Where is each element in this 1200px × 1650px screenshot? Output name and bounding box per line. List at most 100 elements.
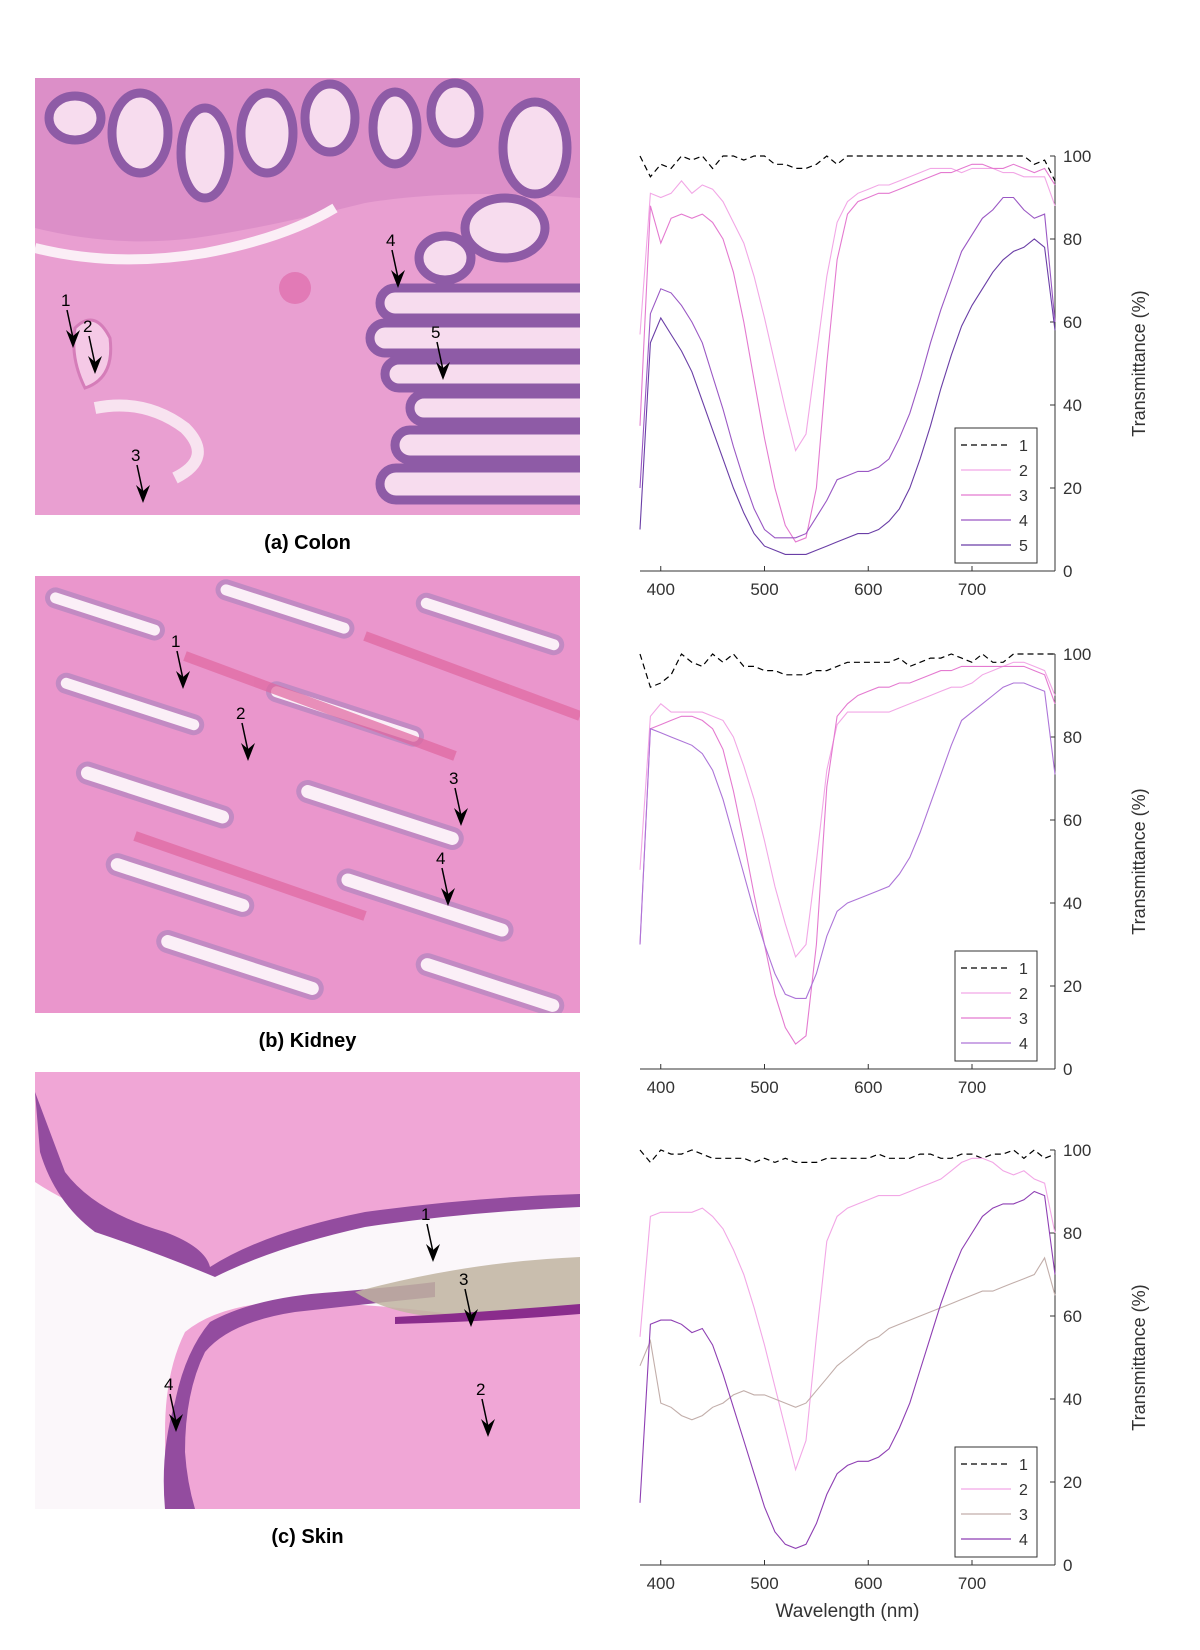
x-tick-label: 600 <box>854 1078 882 1097</box>
arrow-head <box>136 485 150 503</box>
legend-label-4: 4 <box>1019 513 1028 530</box>
arrow-marker-1: 1 <box>171 632 190 689</box>
arrow-head <box>426 1244 440 1262</box>
kidney-stroma <box>133 631 580 921</box>
arrow-marker-1: 1 <box>421 1205 440 1262</box>
arrow-label: 4 <box>164 1375 173 1394</box>
arrow-shaft <box>241 722 249 752</box>
series-line-1 <box>639 653 1055 688</box>
y-tick-label: 60 <box>1063 1307 1082 1326</box>
arrow-label: 4 <box>436 849 445 868</box>
arrow-shaft <box>441 867 449 897</box>
arrow-shaft <box>88 335 96 365</box>
legend-label-1: 1 <box>1019 438 1028 455</box>
arrow-marker-4: 4 <box>164 1375 183 1432</box>
arrow-label: 1 <box>421 1205 430 1224</box>
arrow-shaft <box>481 1398 489 1428</box>
series-line-4 <box>639 196 1056 539</box>
colon-micrograph-svg: 12 3 4 5 <box>35 78 580 515</box>
arrow-head <box>454 808 468 826</box>
arrow-label: 2 <box>476 1380 485 1399</box>
arrow-shaft <box>391 249 399 279</box>
legend-label-5: 5 <box>1019 538 1028 555</box>
x-axis-title: Wavelength (nm) <box>776 1601 920 1622</box>
y-tick-label: 0 <box>1063 1060 1072 1079</box>
legend-label-3: 3 <box>1019 488 1028 505</box>
arrow-marker-2: 2 <box>476 1380 495 1437</box>
arrow-label: 2 <box>83 317 92 336</box>
legend-label-3: 3 <box>1019 1011 1028 1028</box>
arrow-marker-3: 3 <box>449 769 468 826</box>
y-axis-title: Transmittance (%) <box>1129 788 1149 934</box>
panel-skin: 1 2 3 4 (c) Skin 400 500 600 700 0 20 40 60 80 100 Tr… <box>0 1072 1200 1622</box>
caption-skin: (c) Skin <box>271 1526 344 1548</box>
arrow-marker-3: 3 <box>459 1270 478 1327</box>
y-tick-label: 80 <box>1063 728 1082 747</box>
y-axis-title: Transmittance (%) <box>1129 290 1149 436</box>
arrow-head <box>66 330 80 348</box>
arrow-shaft <box>464 1288 472 1318</box>
legend-label-2: 2 <box>1019 986 1028 1003</box>
x-tick-label: 600 <box>854 1574 882 1593</box>
x-tick-label: 500 <box>750 1078 778 1097</box>
vessel-2 <box>93 399 204 484</box>
dermis-lower <box>165 1302 580 1509</box>
x-tick-label: 400 <box>647 580 675 599</box>
arrow-head <box>481 1419 495 1437</box>
x-tick-label: 700 <box>958 580 986 599</box>
hair-shaft <box>355 1257 580 1319</box>
arrow-head <box>241 743 255 761</box>
series-line-4 <box>639 682 1056 999</box>
arrow-head <box>436 362 450 380</box>
arrow-shaft <box>176 650 184 680</box>
arrow-label: 5 <box>431 323 440 342</box>
x-tick-label: 400 <box>647 1574 675 1593</box>
x-tick-label: 400 <box>647 1078 675 1097</box>
y-tick-label: 20 <box>1063 1473 1082 1492</box>
arrow-head <box>391 270 405 288</box>
arrow-marker-4: 4 <box>386 231 405 288</box>
skin-micrograph-svg: 1 2 3 4 <box>35 1072 580 1509</box>
series-line-2 <box>639 1157 1056 1472</box>
legend-label-3: 3 <box>1019 1507 1028 1524</box>
arrow-label: 1 <box>61 291 70 310</box>
arrow-head <box>169 1414 183 1432</box>
x-tick-label: 500 <box>750 580 778 599</box>
arrow-marker-4: 4 <box>436 849 455 906</box>
chart-svg: 400 500 600 700 0 20 40 60 80 100 Transmittance (%… <box>639 1141 1149 1622</box>
series-line-3 <box>639 163 1056 543</box>
arrow-shaft <box>169 1393 177 1423</box>
kidney-micrograph: 1 2 3 4 <box>35 576 580 1013</box>
chart-kidney: 400 500 600 700 0 20 40 60 80 100 Transmittance (%… <box>639 546 1200 1097</box>
y-tick-label: 80 <box>1063 1224 1082 1243</box>
caption-colon: (a) Colon <box>264 532 351 554</box>
arrow-shaft <box>426 1223 434 1253</box>
y-tick-label: 20 <box>1063 479 1082 498</box>
arrow-marker-2: 2 <box>83 317 102 374</box>
y-tick-label: 40 <box>1063 1390 1082 1409</box>
arrow-shaft <box>454 787 462 817</box>
vessel-red <box>279 272 311 304</box>
caption-kidney: (b) Kidney <box>258 1030 357 1052</box>
dermis-upper <box>35 1072 580 1272</box>
y-tick-label: 60 <box>1063 313 1082 332</box>
series-line-4 <box>639 1190 1056 1549</box>
x-tick-label: 500 <box>750 1574 778 1593</box>
y-tick-label: 0 <box>1063 1556 1072 1575</box>
legend-label-2: 2 <box>1019 1482 1028 1499</box>
legend-label-4: 4 <box>1019 1532 1028 1549</box>
arrow-marker-2: 2 <box>236 704 255 761</box>
arrow-head <box>441 888 455 906</box>
legend-label-1: 1 <box>1019 1457 1028 1474</box>
chart-svg: 400 500 600 700 0 20 40 60 80 100 Transmittance (%… <box>639 147 1149 599</box>
hair-sheath <box>395 1304 580 1324</box>
arrow-label: 2 <box>236 704 245 723</box>
x-tick-label: 700 <box>958 1574 986 1593</box>
series-line-3 <box>639 665 1056 1045</box>
arrow-label: 3 <box>131 446 140 465</box>
arrow-label: 3 <box>449 769 458 788</box>
legend-label-1: 1 <box>1019 961 1028 978</box>
arrow-head <box>176 671 190 689</box>
